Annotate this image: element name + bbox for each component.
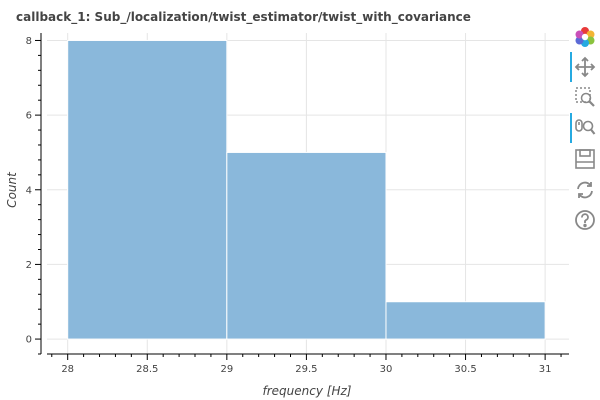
save-icon[interactable] — [574, 148, 596, 170]
histogram-bar — [385, 301, 546, 340]
y-tick-label: 8 — [26, 36, 32, 47]
y-axis-label: Count — [5, 171, 19, 208]
histogram-bars — [67, 39, 546, 340]
y-tick-label: 4 — [26, 185, 32, 196]
axes: 28 28.5 29 29.5 30 30.5 31 0 2 4 6 8 — [26, 33, 569, 375]
y-tick-label: 6 — [26, 111, 32, 122]
histogram-bar — [226, 151, 387, 340]
bokeh-logo-icon[interactable] — [574, 26, 596, 48]
x-tick-label: 28.5 — [136, 364, 158, 375]
pan-icon[interactable] — [574, 56, 596, 78]
wheel-zoom-icon[interactable] — [574, 116, 596, 138]
x-tick-label: 29 — [220, 364, 233, 375]
x-axis-label: frequency [Hz] — [263, 384, 352, 398]
x-tick-label: 30 — [380, 364, 393, 375]
x-tick-label: 29.5 — [295, 364, 317, 375]
help-icon[interactable] — [574, 209, 596, 231]
x-tick-label: 30.5 — [454, 364, 476, 375]
x-tick-label: 31 — [539, 364, 552, 375]
wheel-zoom-active-indicator — [570, 113, 572, 143]
x-tick-label: 28 — [61, 364, 74, 375]
y-tick-label: 2 — [26, 260, 32, 271]
chart-title: callback_1: Sub_/localization/twist_esti… — [16, 10, 471, 25]
pan-active-indicator — [570, 52, 572, 82]
histogram-bar — [67, 39, 228, 340]
y-tick-label: 0 — [26, 335, 32, 346]
reset-icon[interactable] — [574, 179, 596, 201]
box-zoom-icon[interactable] — [574, 86, 596, 108]
